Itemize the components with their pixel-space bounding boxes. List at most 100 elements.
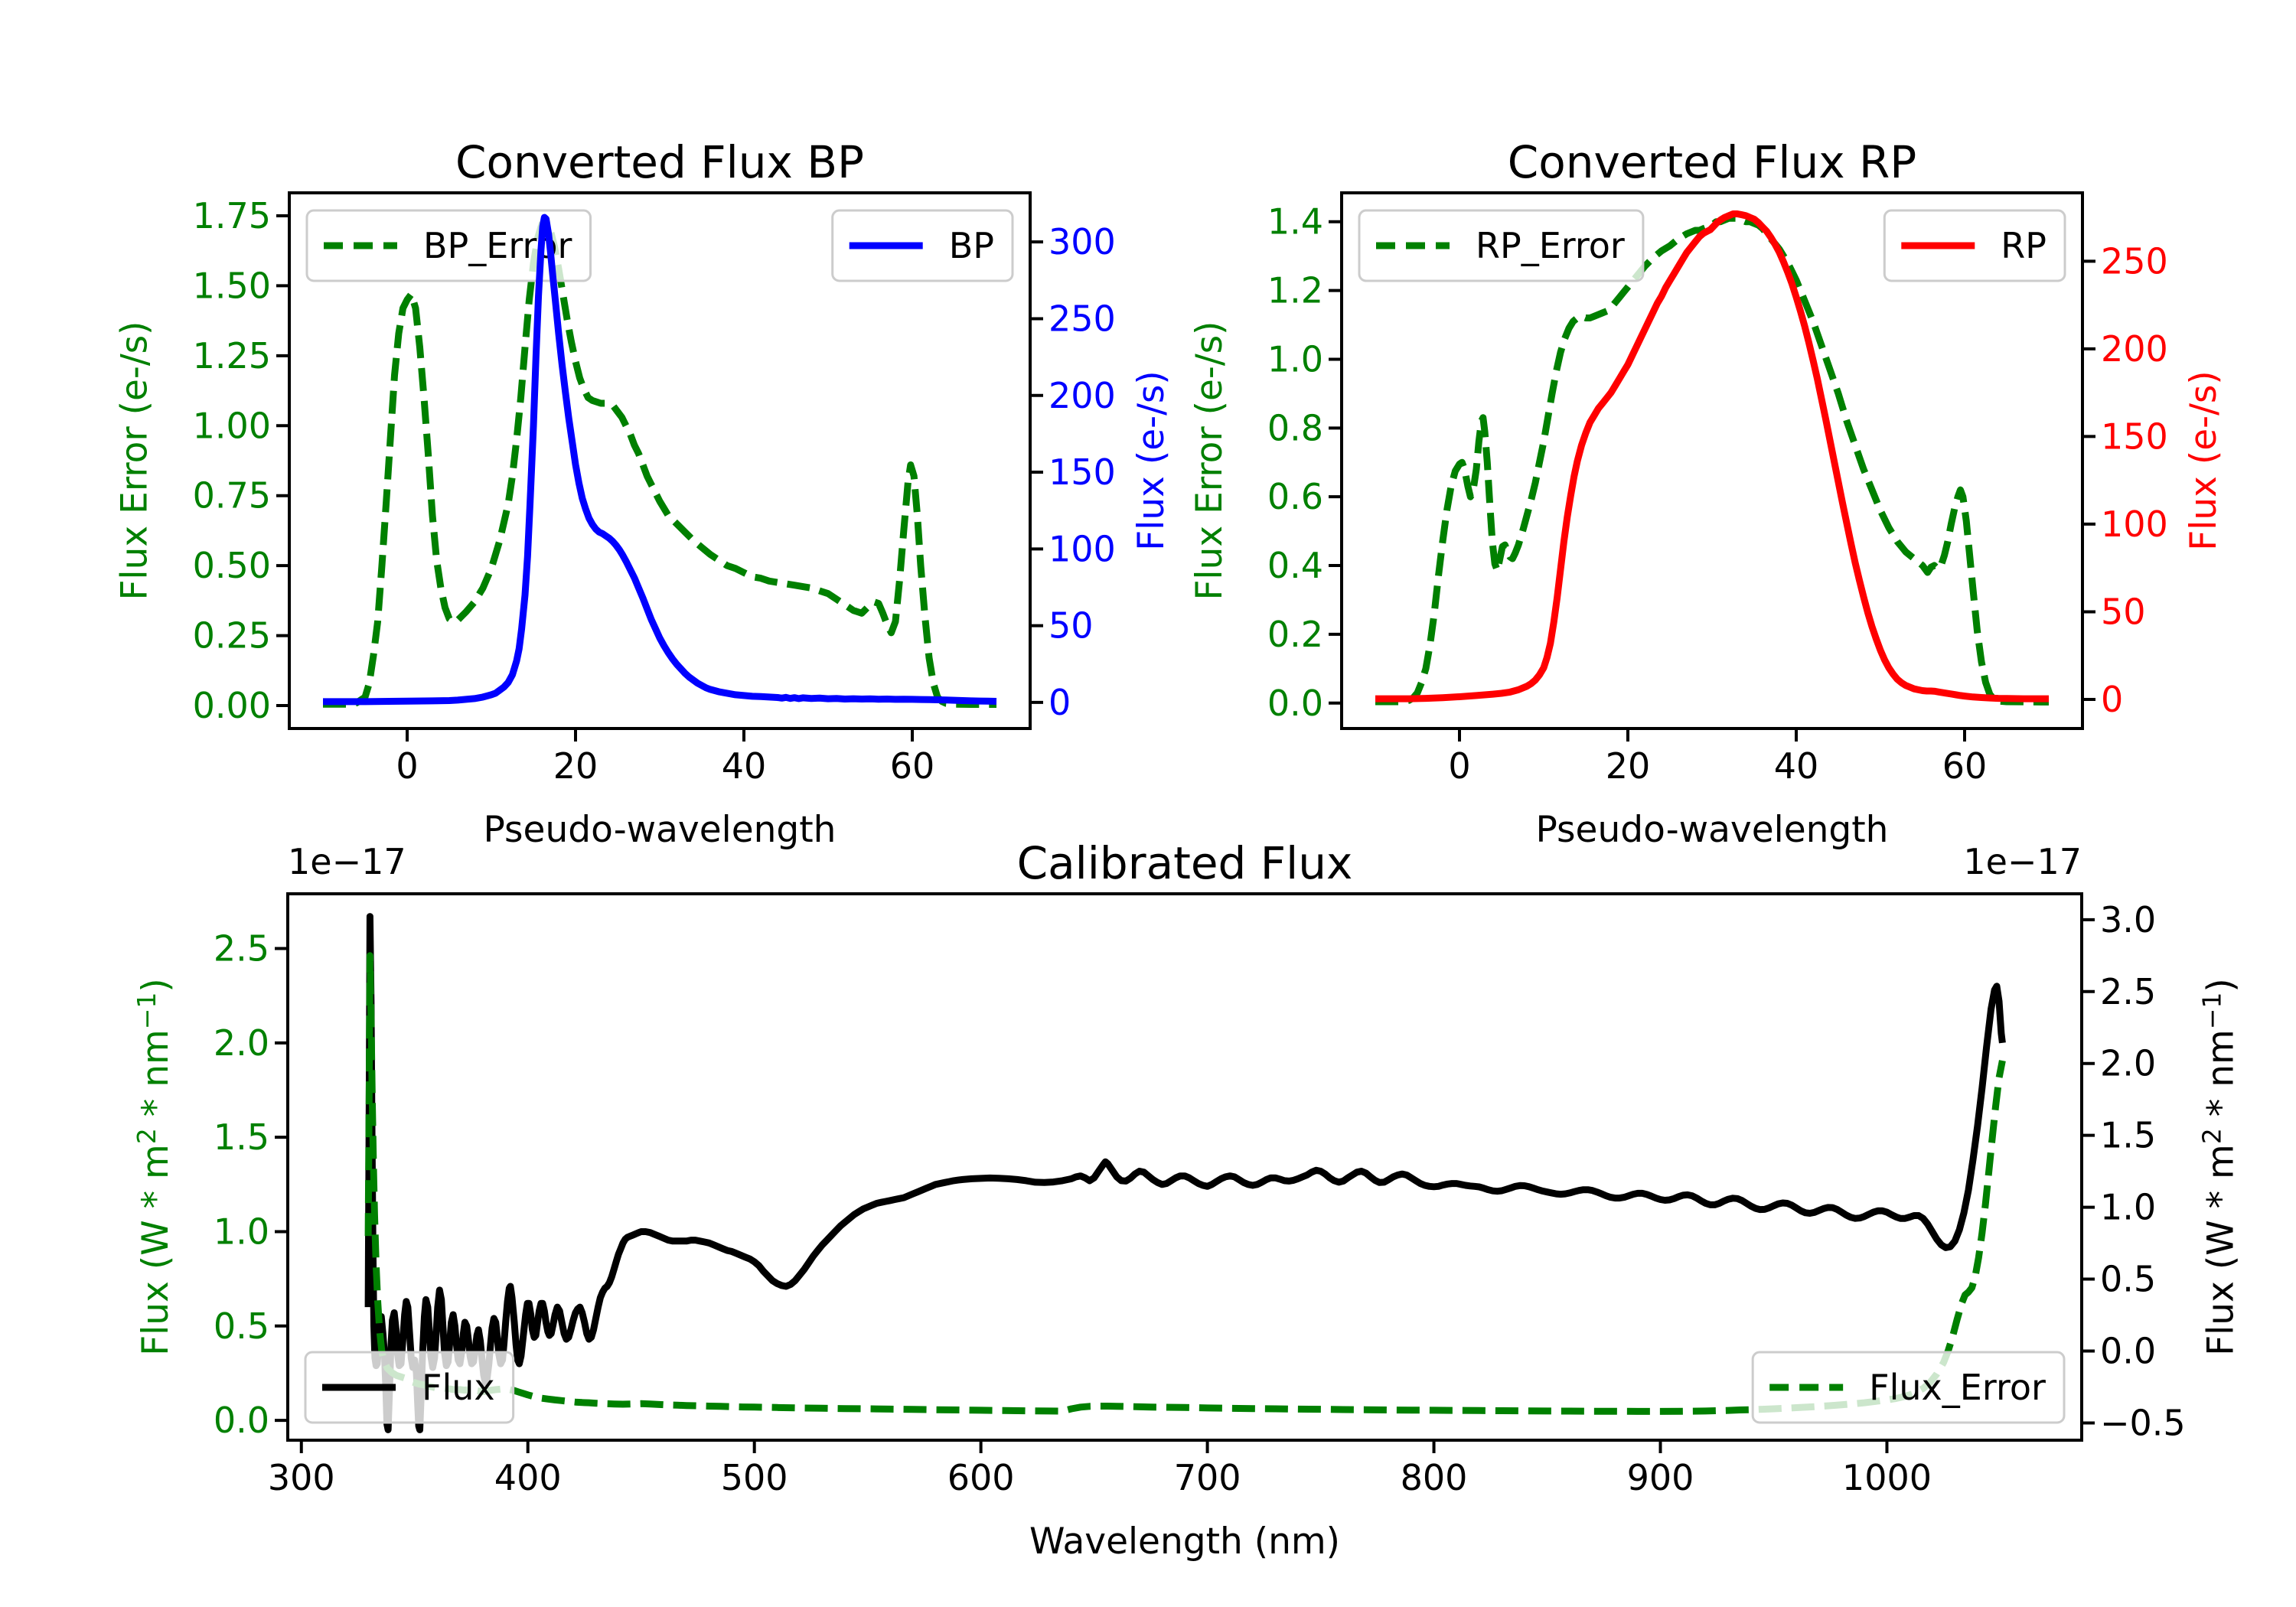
x-tick-label: 20 (1606, 745, 1651, 787)
plot-frame (1340, 191, 2084, 730)
y-tick-label: 200 (2101, 328, 2168, 370)
y-tick-label: 0.4 (1267, 545, 1323, 586)
y-tick-label: 50 (1049, 605, 1094, 647)
y-tick-label: 1.0 (214, 1211, 269, 1252)
x-axis-label: Pseudo-wavelength (1536, 809, 1889, 851)
x-tick-label: 800 (1401, 1457, 1468, 1498)
y-tick-label: 100 (2101, 504, 2168, 545)
x-tick-label: 600 (947, 1457, 1015, 1498)
legend-RP_Error: RP_Error (1358, 209, 1645, 282)
legend-BP: BP (831, 209, 1014, 282)
x-tick-label: 900 (1627, 1457, 1694, 1498)
legend-RP: RP (1883, 209, 2066, 282)
y-tick-label: 0.5 (214, 1305, 269, 1347)
y-tick-label: 0.25 (193, 615, 271, 657)
x-tick-label: 40 (722, 745, 767, 787)
y-tick-label: 1.25 (193, 335, 271, 376)
legend-box (305, 209, 592, 282)
y-tick-label: 1.00 (193, 405, 271, 446)
chart-title: Converted Flux RP (1508, 136, 1917, 188)
x-tick-label: 0 (1448, 745, 1470, 787)
y-tick-label: 250 (1049, 298, 1116, 339)
y-tick-label: 1.0 (1267, 338, 1323, 380)
y-tick-label: 0 (1049, 682, 1071, 723)
legend-box (304, 1351, 515, 1424)
y-tick-label: 2.0 (2100, 1043, 2156, 1084)
offset-text-right: 1e−17 (1963, 841, 2082, 882)
y-tick-label: 150 (2101, 416, 2168, 457)
series-Flux_Error (364, 952, 2006, 1415)
y-tick-label: 2.0 (214, 1022, 269, 1064)
legend-BP_Error: BP_Error (305, 209, 592, 282)
y-tick-label: 1.50 (193, 265, 271, 306)
legend-Flux: Flux (304, 1351, 515, 1424)
legend-box (1358, 209, 1645, 282)
legend-label: BP (949, 225, 994, 266)
y-tick-label: 2.5 (214, 928, 269, 970)
y-tick-label: 0.75 (193, 475, 271, 517)
chart-title: Calibrated Flux (1017, 837, 1353, 889)
plot-frame (288, 191, 1032, 730)
legend-box (1751, 1351, 2066, 1424)
y-tick-label: 0.5 (2100, 1259, 2156, 1300)
x-tick-label: 20 (553, 745, 598, 787)
y-tick-label: 3.0 (2100, 899, 2156, 940)
plot-frame (286, 892, 2083, 1442)
y-tick-label: −0.5 (2100, 1402, 2186, 1443)
y-axis-label-left: Flux (W * m2 * nm−1) (132, 978, 177, 1356)
chart-title: Converted Flux BP (455, 136, 864, 188)
x-tick-label: 60 (1942, 745, 1988, 787)
x-tick-label: 500 (721, 1457, 788, 1498)
y-tick-label: 0.8 (1267, 407, 1323, 448)
series-BP_Error (323, 217, 996, 708)
y-axis-label-right: Flux (e-/s) (2183, 370, 2225, 551)
legend-label: Flux_Error (1869, 1367, 2046, 1408)
y-tick-label: 1.4 (1267, 201, 1323, 243)
y-tick-label: 1.2 (1267, 270, 1323, 311)
y-tick-label: 150 (1049, 451, 1116, 493)
y-tick-label: 0.50 (193, 545, 271, 586)
x-tick-label: 60 (890, 745, 935, 787)
series-BP (323, 214, 997, 706)
y-tick-label: 1.5 (2100, 1115, 2156, 1156)
y-tick-label: 0.2 (1267, 614, 1323, 655)
y-tick-label: 0.0 (2100, 1331, 2156, 1372)
x-axis-label: Wavelength (nm) (1029, 1521, 1340, 1563)
offset-text-left: 1e−17 (288, 841, 406, 882)
y-tick-label: 2.5 (2100, 971, 2156, 1012)
x-tick-label: 40 (1774, 745, 1819, 787)
y-axis-label-left: Flux Error (e-/s) (114, 321, 156, 600)
y-tick-label: 50 (2101, 591, 2146, 632)
x-tick-label: 400 (494, 1457, 562, 1498)
series-RP (1375, 210, 2049, 702)
y-tick-label: 0.00 (193, 685, 271, 726)
y-axis-label-left: Flux Error (e-/s) (1189, 321, 1231, 600)
y-tick-label: 1.75 (193, 195, 271, 236)
y-tick-label: 300 (1049, 221, 1116, 262)
legend-label: RP_Error (1476, 225, 1625, 266)
x-tick-label: 1000 (1842, 1457, 1932, 1498)
y-tick-label: 0.6 (1267, 476, 1323, 517)
y-axis-label-right: Flux (e-/s) (1130, 370, 1172, 551)
y-tick-label: 0.0 (1267, 683, 1323, 724)
legend-label: RP (2001, 225, 2047, 266)
x-tick-label: 0 (396, 745, 418, 787)
y-tick-label: 250 (2101, 240, 2168, 282)
y-axis-label-right: Flux (W * m2 * nm−1) (2197, 978, 2242, 1356)
y-tick-label: 0.0 (214, 1400, 269, 1441)
x-tick-label: 300 (268, 1457, 335, 1498)
y-tick-label: 0 (2101, 679, 2123, 720)
y-tick-label: 1.5 (214, 1116, 269, 1158)
x-axis-label: Pseudo-wavelength (484, 809, 837, 851)
legend-label: Flux (422, 1367, 495, 1408)
y-tick-label: 1.0 (2100, 1187, 2156, 1228)
series-RP_Error (1375, 214, 2050, 706)
x-tick-label: 700 (1174, 1457, 1241, 1498)
legend-Flux_Error: Flux_Error (1751, 1351, 2066, 1424)
y-tick-label: 200 (1049, 375, 1116, 416)
y-tick-label: 100 (1049, 528, 1116, 569)
